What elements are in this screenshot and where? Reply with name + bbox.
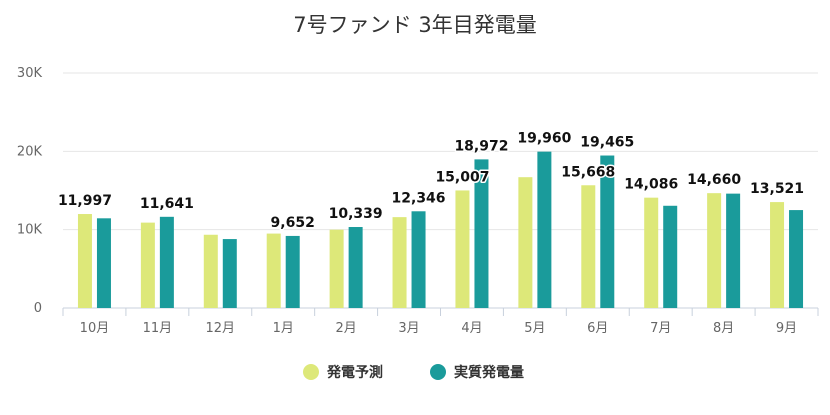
x-tick-label: 1月 — [273, 321, 294, 336]
data-label: 11,641 — [140, 196, 194, 212]
data-labels: 11,997 11,641 9,652 10,339 12,346 15,007 18,97… — [56, 129, 805, 232]
bar-forecast[interactable] — [581, 185, 596, 308]
bar-forecast[interactable] — [266, 233, 281, 308]
bar-forecast[interactable] — [392, 217, 407, 308]
bar-actual[interactable] — [789, 210, 804, 308]
x-tick-label: 7月 — [650, 321, 671, 336]
bar-forecast[interactable] — [518, 177, 533, 308]
y-axis: 0 10K 20K 30K — [17, 66, 43, 316]
bar-actual[interactable] — [411, 211, 426, 308]
bar-forecast[interactable] — [707, 193, 722, 308]
x-tick-label: 6月 — [587, 321, 608, 336]
x-tick-label: 12月 — [206, 321, 236, 336]
bar-actual[interactable] — [474, 159, 489, 308]
bar-actual[interactable] — [222, 239, 237, 308]
data-label: 19,465 — [580, 135, 634, 151]
bar-forecast[interactable] — [770, 202, 785, 308]
bar-forecast[interactable] — [455, 190, 470, 308]
data-label: 19,960 — [517, 131, 571, 147]
data-label: 12,346 — [392, 190, 446, 206]
legend[interactable]: 発電予測 実質発電量 — [303, 364, 524, 381]
x-tick-label: 11月 — [143, 321, 173, 336]
data-label: 18,972 — [454, 138, 508, 154]
x-tick-label: 3月 — [398, 321, 419, 336]
bar-forecast[interactable] — [644, 197, 659, 308]
bars — [77, 151, 804, 308]
x-tick-label: 9月 — [776, 321, 797, 336]
y-tick-label: 0 — [34, 301, 42, 316]
legend-item-forecast[interactable]: 発電予測 — [303, 364, 383, 381]
bar-forecast[interactable] — [140, 222, 155, 308]
data-label: 11,997 — [58, 193, 112, 209]
data-label: 15,007 — [435, 169, 489, 185]
y-tick-label: 10K — [17, 223, 43, 238]
bar-forecast[interactable] — [77, 214, 92, 308]
bar-actual[interactable] — [537, 151, 552, 308]
bar-actual[interactable] — [600, 155, 615, 308]
data-label: 14,086 — [624, 177, 678, 193]
data-label: 10,339 — [329, 206, 383, 222]
x-tick-label: 10月 — [80, 321, 110, 336]
bar-actual[interactable] — [159, 216, 174, 308]
bar-forecast[interactable] — [329, 229, 344, 308]
legend-marker — [430, 364, 446, 380]
x-tick-label: 5月 — [524, 321, 545, 336]
legend-marker — [303, 364, 319, 380]
bar-actual[interactable] — [96, 218, 111, 308]
bar-actual[interactable] — [726, 193, 741, 308]
x-tick-label: 8月 — [713, 321, 734, 336]
legend-item-actual[interactable]: 実質発電量 — [430, 364, 524, 381]
chart-title: 7号ファンド 3年目発電量 — [293, 13, 536, 37]
x-axis: 10月 11月 12月 1月 2月 3月 4月 5月 6月 7月 8月 9月 — [62, 308, 819, 336]
data-label: 14,660 — [687, 172, 741, 188]
data-label: 15,668 — [561, 164, 615, 180]
legend-label: 発電予測 — [326, 364, 383, 381]
bar-actual[interactable] — [348, 227, 363, 308]
y-tick-label: 20K — [17, 144, 43, 159]
bar-actual[interactable] — [663, 205, 678, 308]
y-tick-label: 30K — [17, 66, 43, 81]
legend-label: 実質発電量 — [454, 364, 524, 381]
data-label: 9,652 — [271, 215, 315, 231]
data-label: 13,521 — [750, 181, 804, 197]
x-tick-label: 2月 — [335, 321, 356, 336]
bar-actual[interactable] — [285, 235, 300, 308]
x-tick-label: 4月 — [461, 321, 482, 336]
bar-forecast[interactable] — [203, 234, 218, 308]
